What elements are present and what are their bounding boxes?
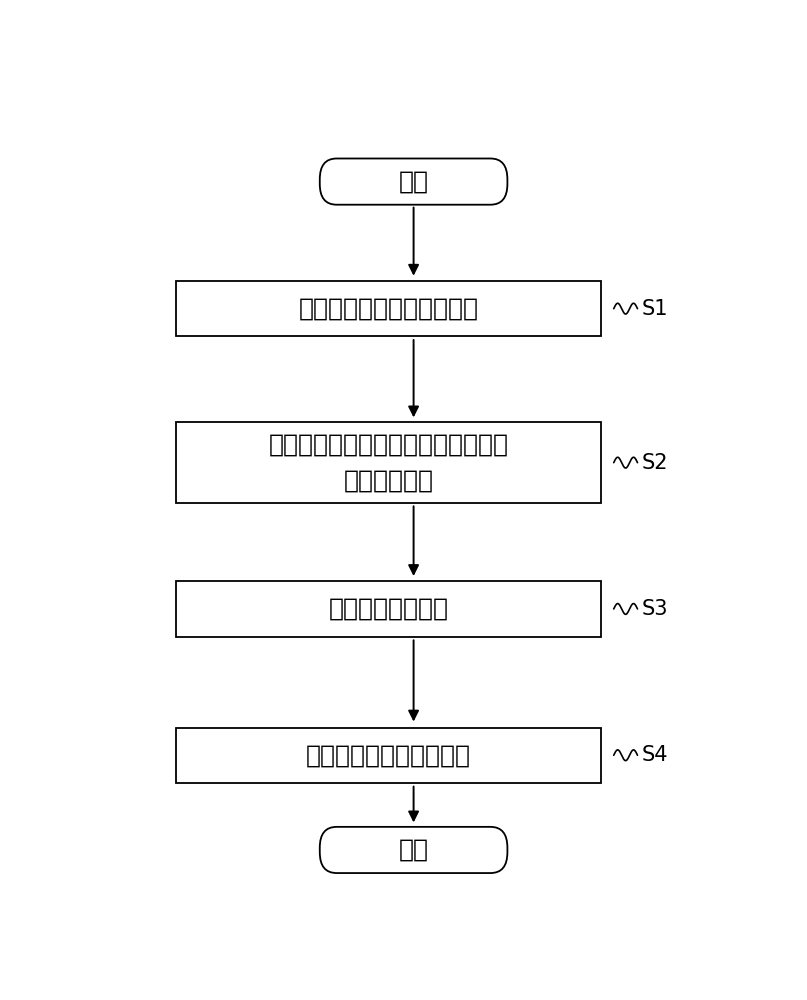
- Text: 开始: 开始: [399, 170, 429, 194]
- FancyBboxPatch shape: [320, 827, 508, 873]
- Bar: [176, 581, 601, 637]
- FancyBboxPatch shape: [320, 158, 508, 205]
- Text: S1: S1: [642, 299, 668, 319]
- Text: S3: S3: [642, 599, 668, 619]
- Bar: [176, 728, 601, 783]
- Text: 月基观测与模拟影像配准: 月基观测与模拟影像配准: [306, 743, 471, 767]
- Text: 用基于月下点的正射投影极坐标表达
星载遥感影像: 用基于月下点的正射投影极坐标表达 星载遥感影像: [269, 433, 508, 492]
- Text: 月基平台影像模拟: 月基平台影像模拟: [328, 597, 449, 621]
- Text: S2: S2: [642, 453, 668, 473]
- Text: S4: S4: [642, 745, 668, 765]
- Text: 获取月基平台观测几何参数: 获取月基平台观测几何参数: [299, 297, 479, 321]
- Bar: [176, 422, 601, 503]
- Bar: [176, 281, 601, 336]
- Text: 结束: 结束: [399, 838, 429, 862]
